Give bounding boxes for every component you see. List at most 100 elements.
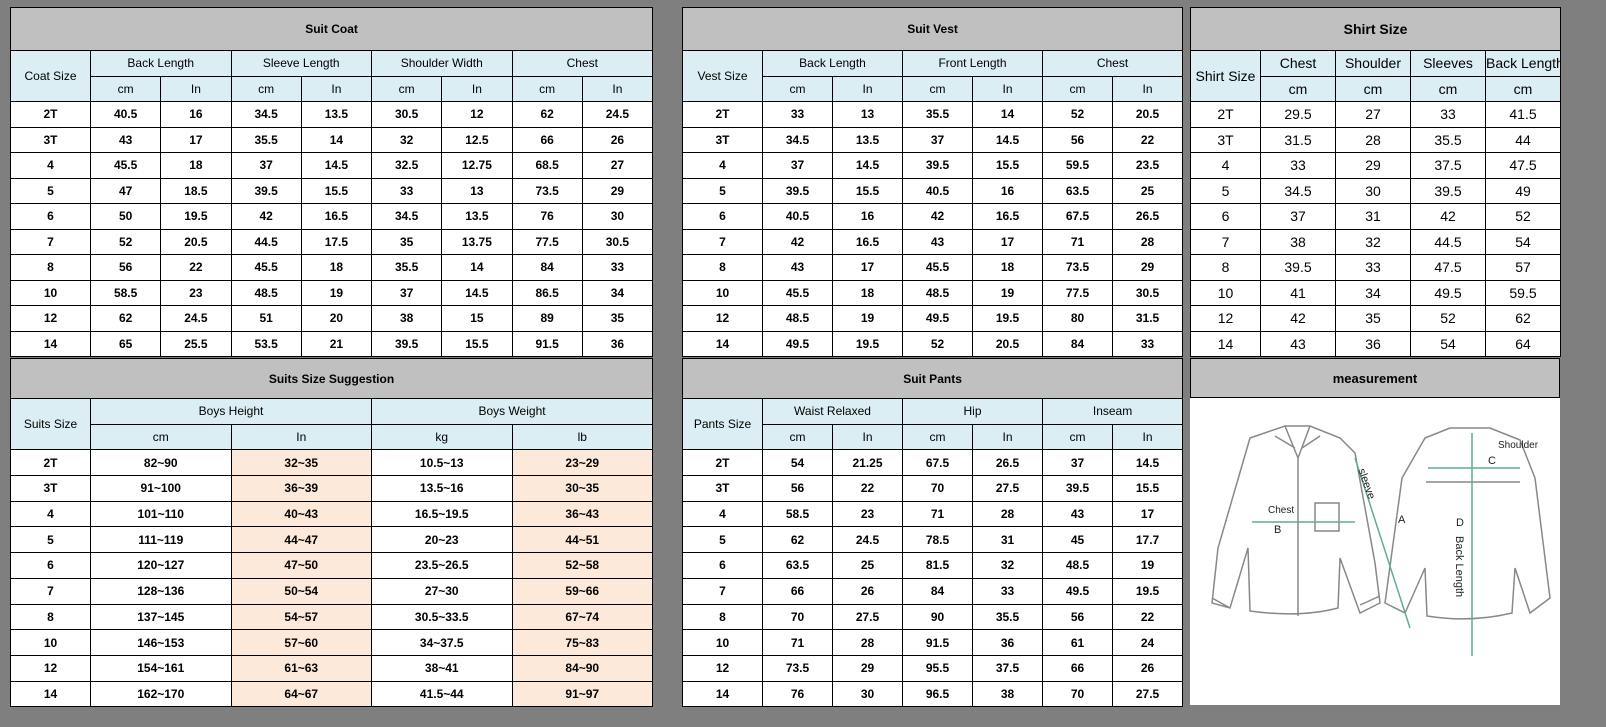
value-cell: 22 (160, 254, 232, 281)
value-cell: 33 (762, 101, 833, 128)
value-cell: 73.5 (1042, 254, 1113, 281)
table-row: 10 71 28 91.5 36 61 24 (682, 629, 1184, 656)
value-cell: 42 (762, 228, 833, 255)
value-cell: 10.5~13 (371, 449, 513, 477)
value-cell: 14.5 (300, 152, 373, 179)
value-cell: 33 (1335, 254, 1411, 281)
table-row: 3T 34.5 13.5 37 14.5 56 22 (682, 126, 1184, 153)
column-group-header: Shoulder (1335, 50, 1411, 77)
value-cell: 37 (902, 126, 973, 153)
value-cell: 43 (1042, 500, 1113, 528)
table-row: 6 40.5 16 42 16.5 67.5 26.5 (682, 203, 1184, 230)
unit-header: cm (370, 75, 443, 102)
value-cell: 76 (511, 203, 583, 230)
table-row: 8 137~145 54~57 30.5~33.5 67~74 (10, 603, 654, 631)
value-cell: 17 (832, 254, 903, 281)
value-cell: 66 (511, 126, 583, 153)
value-cell: 49 (1484, 177, 1562, 204)
value-cell: 26.5 (972, 449, 1043, 477)
value-cell: 18.5 (160, 177, 232, 204)
value-cell: 14 (441, 254, 513, 281)
value-cell: 84 (902, 577, 973, 605)
value-cell: 27.5 (972, 475, 1043, 502)
table-row: 12 42 35 52 62 (1190, 305, 1562, 332)
value-cell: 38 (370, 305, 443, 332)
size-cell: 12 (1190, 305, 1261, 332)
value-cell: 61~63 (230, 654, 372, 682)
value-cell: 35 (581, 305, 654, 332)
value-cell: 59.5 (1042, 152, 1113, 179)
value-cell: 41 (1260, 279, 1336, 306)
suit-vest-table: Suit Vest Vest Size Back Length Front Lengt… (681, 7, 1184, 357)
value-cell: 14.5 (832, 152, 903, 179)
value-cell: 38~41 (371, 654, 513, 682)
value-cell: 48.5 (1042, 552, 1113, 579)
unit-header: cm (90, 423, 232, 451)
unit-header: cm (230, 75, 302, 102)
value-cell: 18 (160, 152, 232, 179)
unit-header: cm (902, 423, 973, 451)
value-cell: 13.5~16 (371, 475, 513, 502)
unit-header: cm (1410, 75, 1486, 102)
measurement-panel: measurement Chest B sleeve A Shoulder C (1190, 358, 1560, 705)
size-cell: 6 (1190, 203, 1261, 230)
suit-pants-table: Suit Pants Pants Size Waist Relaxed Hip Inse… (681, 358, 1184, 708)
column-group-header: Back Length (762, 50, 903, 77)
value-cell: 62 (511, 101, 583, 128)
back-length-label: Back Length (1453, 536, 1465, 597)
size-cell: 7 (10, 228, 91, 255)
value-cell: 137~145 (90, 603, 232, 631)
value-cell: 45 (1042, 526, 1113, 554)
value-cell: 73.5 (762, 654, 833, 682)
table-row: 8 39.5 33 47.5 57 (1190, 254, 1562, 281)
value-cell: 35.5 (370, 254, 443, 281)
value-cell: 27 (581, 152, 654, 179)
value-cell: 49.5 (902, 305, 973, 332)
column-group-header: Front Length (902, 50, 1043, 77)
value-cell: 63.5 (1042, 177, 1113, 204)
value-cell: 78.5 (902, 526, 973, 554)
value-cell: 52 (902, 330, 973, 357)
value-cell: 27.5 (832, 603, 903, 631)
column-group-header: Inseam (1041, 398, 1184, 425)
value-cell: 47~50 (230, 552, 372, 579)
value-cell: 44 (1484, 126, 1562, 153)
value-cell: 62 (89, 305, 162, 332)
value-cell: 23.5~26.5 (371, 552, 513, 579)
value-cell: 15.5 (441, 330, 513, 357)
table-row: 4 37 14.5 39.5 15.5 59.5 23.5 (682, 152, 1184, 179)
value-cell: 35.5 (1410, 126, 1486, 153)
b-label: B (1274, 524, 1281, 536)
size-cell: 12 (682, 305, 763, 332)
unit-header: cm (762, 423, 833, 451)
value-cell: 17 (1111, 500, 1184, 528)
size-cell: 6 (682, 203, 763, 230)
size-cell: 7 (10, 577, 91, 605)
size-column-header: Pants Size (682, 397, 763, 451)
value-cell: 90 (902, 603, 973, 631)
value-cell: 35.5 (230, 126, 302, 153)
value-cell: 12.5 (441, 126, 513, 153)
value-cell: 67~74 (511, 603, 654, 631)
value-cell: 33 (1260, 152, 1336, 179)
value-cell: 35 (1335, 305, 1411, 332)
value-cell: 25 (1111, 177, 1184, 204)
value-cell: 75~83 (511, 629, 654, 656)
value-cell: 73.5 (511, 177, 583, 204)
value-cell: 91~97 (511, 680, 654, 708)
value-cell: 32 (370, 126, 443, 153)
value-cell: 59.5 (1484, 279, 1562, 306)
unit-header: cm (762, 75, 833, 102)
value-cell: 120~127 (90, 552, 232, 579)
table-row: 10 45.5 18 48.5 19 77.5 30.5 (682, 279, 1184, 306)
table-row: 5 34.5 30 39.5 49 (1190, 177, 1562, 204)
table-row: 7 38 32 44.5 54 (1190, 228, 1562, 255)
size-cell: 3T (10, 126, 91, 153)
table-row: 3T 56 22 70 27.5 39.5 15.5 (682, 475, 1184, 502)
size-cell: 2T (682, 101, 763, 128)
size-cell: 2T (10, 101, 91, 128)
size-cell: 8 (682, 603, 763, 631)
table-row: 5 47 18.5 39.5 15.5 33 13 73.5 29 (10, 177, 654, 204)
value-cell: 42 (230, 203, 302, 230)
value-cell: 77.5 (1042, 279, 1113, 306)
